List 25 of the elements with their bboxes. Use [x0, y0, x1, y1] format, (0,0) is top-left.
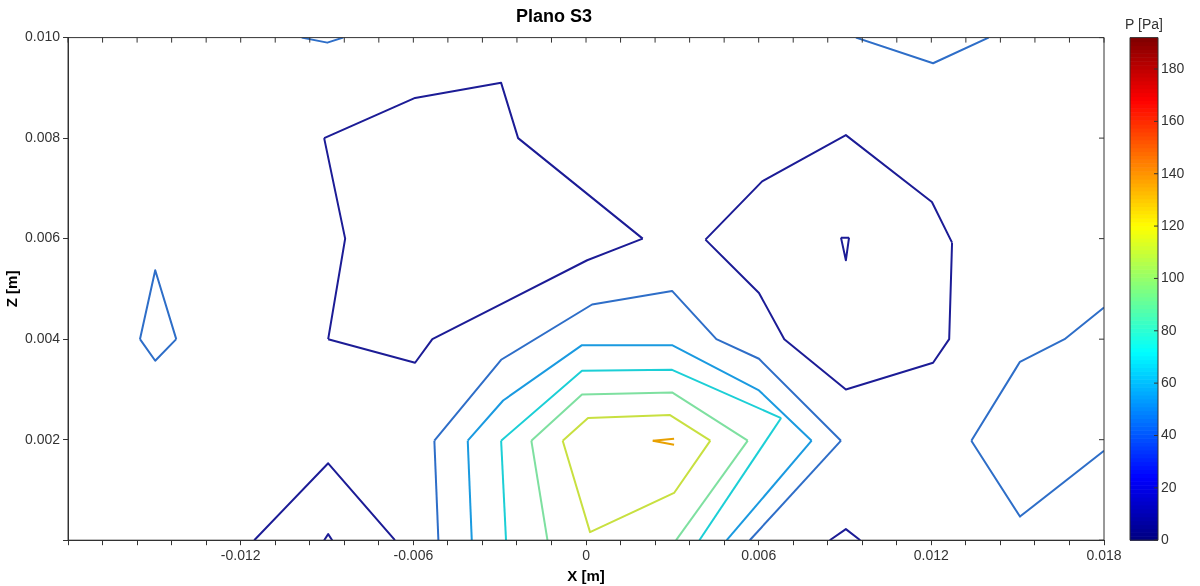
x-tick-label: 0.006: [741, 547, 777, 564]
color-bar-label: 80: [1161, 321, 1177, 338]
color-bar-label: 140: [1161, 164, 1185, 181]
chart-title: Plano S3: [515, 5, 593, 26]
x-axis-title: X [m]: [567, 567, 605, 585]
x-tick-label: 0.012: [913, 547, 950, 564]
y-tick-label: 0.006: [24, 229, 61, 246]
x-tick-label: -0.012: [220, 547, 261, 564]
color-bar-title: P [Pa]: [1125, 16, 1163, 33]
color-bar-label: 60: [1161, 374, 1177, 390]
color-bar-label: 0: [1161, 531, 1169, 548]
y-tick-label: 0.008: [24, 128, 61, 145]
y-tick-label: 0.004: [24, 330, 61, 347]
color-bar-label: 100: [1161, 269, 1185, 286]
x-tick-label: 0.018: [1086, 547, 1122, 564]
y-tick-label: 0.002: [24, 430, 61, 447]
color-bar-label: 120: [1161, 216, 1185, 233]
color-bar-label: 40: [1161, 426, 1177, 443]
color-bar-label: 180: [1161, 59, 1185, 76]
color-bar-label: 160: [1161, 112, 1185, 129]
y-axis-title: Z [m]: [3, 270, 21, 308]
y-tick-label: 0.010: [24, 28, 61, 45]
color-bar-label: 20: [1161, 478, 1177, 495]
x-tick-label: 0: [582, 547, 591, 564]
x-tick-label: -0.006: [393, 547, 434, 564]
